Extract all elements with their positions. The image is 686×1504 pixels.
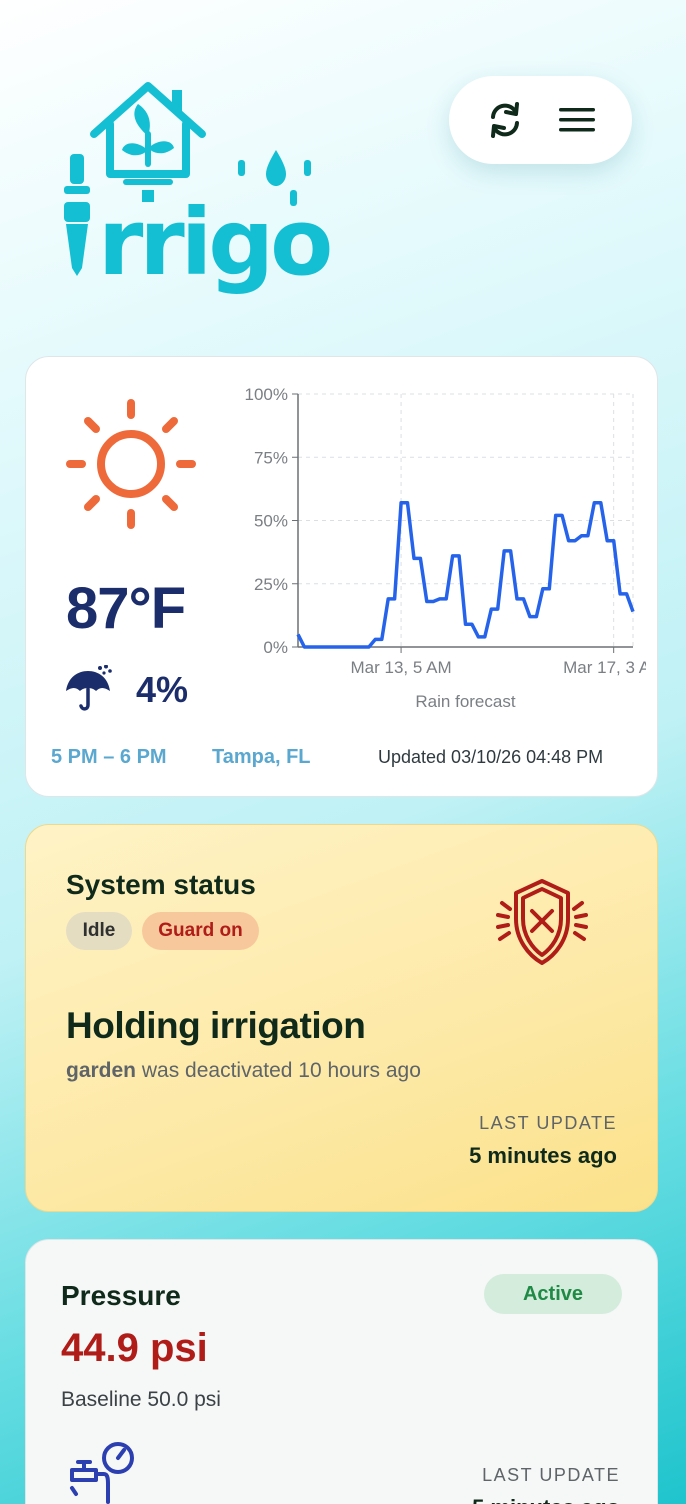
status-detail: garden was deactivated 10 hours ago [66,1059,421,1083]
status-detail-text: was deactivated 10 hours ago [141,1059,421,1082]
shield-x-icon [494,875,590,975]
idle-badge: Idle [66,912,132,950]
y-tick-label: 100% [245,385,288,404]
irrigo-logo: rrigo [60,78,340,296]
pressure-baseline: Baseline 50.0 psi [61,1388,221,1411]
last-update-label: LAST UPDATE [479,1113,617,1133]
header-actions [449,76,632,164]
y-tick-label: 75% [254,448,288,467]
y-tick-label: 25% [254,575,288,594]
forecast-time-range: 5 PM – 6 PM [51,746,167,768]
status-headline: Holding irrigation [66,1005,366,1046]
weather-card: 87°F 4% 5 PM – 6 PM Tampa, FL Updated 03… [25,356,658,797]
logo-wordmark: rrigo [98,189,330,296]
guard-on-badge: Guard on [142,912,259,950]
y-tick-label: 0% [263,638,288,657]
y-tick-label: 50% [254,512,288,531]
active-badge: Active [484,1274,622,1314]
x-tick-label: Mar 17, 3 AM [563,658,646,677]
pressure-card: Pressure Active 44.9 psi Baseline 50.0 p… [25,1239,658,1504]
x-tick-label: Mar 13, 5 AM [351,658,452,677]
umbrella-rain-icon [64,664,114,713]
sun-icon [64,397,198,531]
zone-name: garden [66,1059,137,1082]
x-axis-label: Rain forecast [415,692,515,711]
pressure-value: 44.9 psi [61,1326,208,1370]
location[interactable]: Tampa, FL [212,746,311,768]
pressure-title: Pressure [61,1280,181,1311]
rain-forecast-chart: 0% 25% 50% 75% 100% Mar 13, 5 AM Mar 17, 3 AM R… [245,385,646,711]
rain-forecast-line [296,501,635,649]
updated-timestamp: Updated 03/10/26 04:48 PM [378,747,604,767]
system-status-card: System status Idle Guard on Holding irri… [25,824,658,1212]
rain-chance: 4% [136,669,189,710]
faucet-gauge-icon [66,1440,136,1504]
hamburger-menu-icon[interactable] [557,100,597,140]
pressure-last-update-label: LAST UPDATE [482,1465,620,1485]
pressure-last-update-value: 5 minutes ago [472,1495,620,1504]
last-update-value: 5 minutes ago [469,1143,617,1168]
refresh-icon[interactable] [485,100,525,140]
status-title: System status [66,869,256,900]
temperature: 87°F [66,576,186,641]
